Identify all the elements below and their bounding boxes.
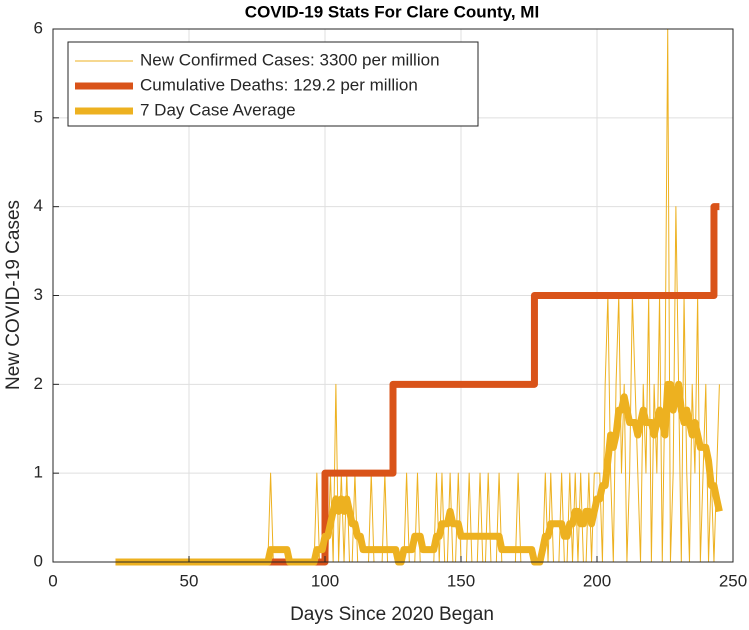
x-tick-label: 200	[583, 571, 611, 590]
y-tick-label: 1	[34, 463, 43, 482]
legend-label: Cumulative Deaths: 129.2 per million	[140, 75, 418, 94]
legend-label: 7 Day Case Average	[140, 100, 296, 119]
y-tick-label: 2	[34, 374, 43, 393]
x-tick-label: 100	[311, 571, 339, 590]
ticks: 0 50 100 150 200 250 0 1 2 3 4 5 6	[34, 18, 748, 590]
x-tick-label: 50	[180, 571, 199, 590]
x-tick-label: 150	[447, 571, 475, 590]
y-tick-label: 0	[34, 551, 43, 570]
y-tick-label: 4	[34, 196, 43, 215]
y-tick-label: 3	[34, 285, 43, 304]
chart-title: COVID-19 Stats For Clare County, MI	[245, 2, 539, 21]
x-tick-label: 0	[48, 571, 57, 590]
x-tick-label: 250	[719, 571, 747, 590]
y-axis-label: New COVID-19 Cases	[3, 200, 24, 390]
legend: New Confirmed Cases: 3300 per million Cum…	[67, 41, 479, 127]
y-tick-label: 6	[34, 18, 43, 37]
legend-box	[67, 41, 479, 127]
y-tick-label: 5	[34, 107, 43, 126]
x-axis-label: Days Since 2020 Began	[290, 604, 494, 625]
legend-label: New Confirmed Cases: 3300 per million	[140, 50, 440, 69]
data-line	[115, 203, 720, 566]
